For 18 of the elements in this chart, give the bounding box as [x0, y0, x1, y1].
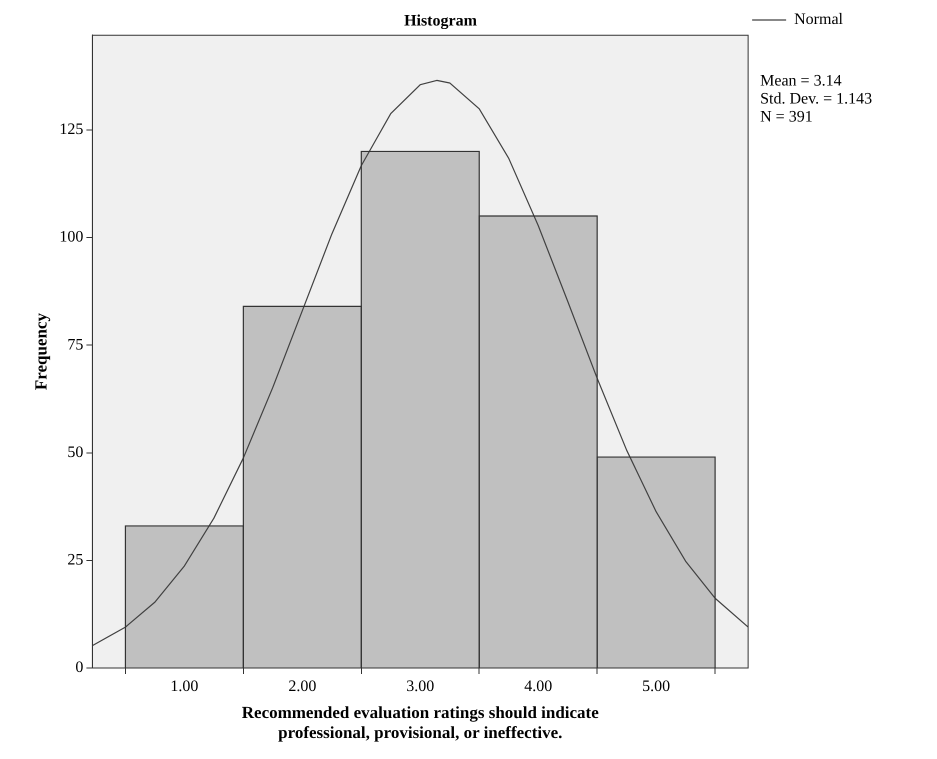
y-tick-label: 50 [67, 444, 84, 461]
x-tick-label: 1.00 [170, 678, 198, 695]
text: Std. Dev. = 1.143 [760, 90, 872, 108]
x-tick-label: 2.00 [288, 678, 316, 695]
x-tick-label: 4.00 [524, 678, 552, 695]
text: N = 391 [760, 108, 813, 126]
y-tick-label: 75 [67, 336, 84, 354]
chart-title: Histogram [404, 12, 478, 30]
text: Mean = 3.14 [760, 72, 842, 90]
legend-label: Normal [794, 11, 844, 28]
y-tick-label: 0 [75, 659, 84, 676]
x-tick-label: 5.00 [642, 678, 670, 695]
y-tick-label: 25 [67, 552, 84, 569]
y-tick-label: 125 [59, 121, 84, 138]
x-tick-label: 3.00 [406, 678, 434, 695]
y-axis-title: Frequency [32, 312, 51, 390]
x-axis-title: Recommended evaluation ratings should indicate professional, provisional, or ineffective. [242, 702, 600, 742]
y-tick-label: 100 [59, 228, 84, 246]
